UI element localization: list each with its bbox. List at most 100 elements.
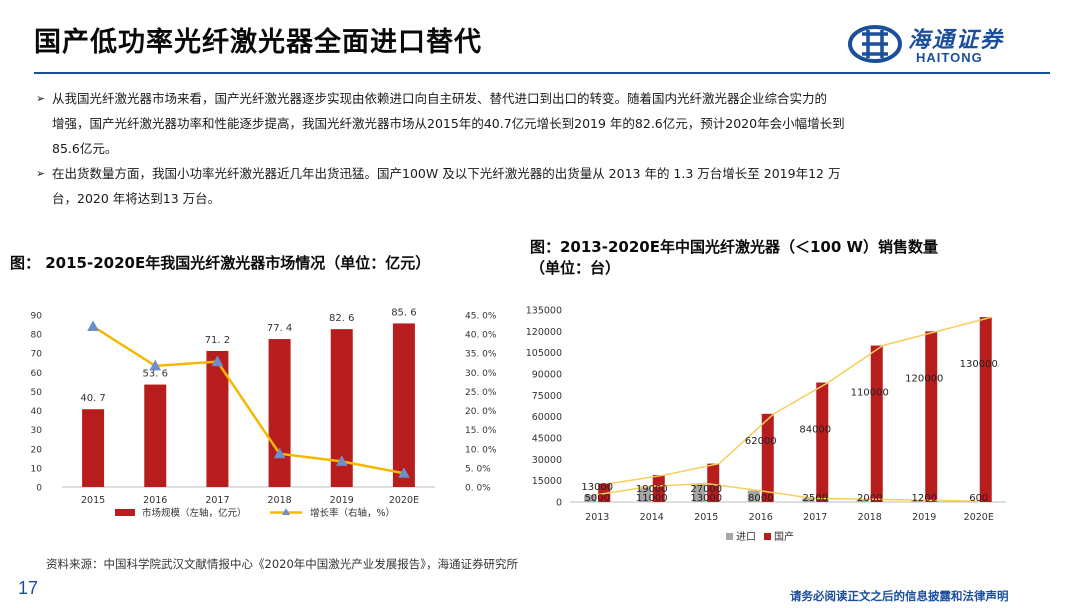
bar-market-size	[144, 384, 167, 487]
y-right-tick-label: 0. 0%	[465, 484, 491, 494]
legend-marker-growth-rate	[282, 508, 290, 515]
y-right-tick-label: 10. 0%	[465, 445, 497, 455]
y-tick-label: 60000	[532, 412, 562, 423]
bullet-line: 增强，国产光纤激光器功率和性能逐步提高，我国光纤激光器市场从2015年的40.7…	[52, 116, 845, 131]
y-tick-label: 0	[556, 498, 562, 509]
bar-domestic	[870, 345, 883, 502]
bullet-line: 台，2020 年将达到13 万台。	[52, 191, 221, 206]
arrow-bullet-icon: ➢	[36, 92, 46, 105]
y-tick-label: 90000	[532, 370, 562, 381]
bar-data-label-import: 1200	[912, 493, 937, 504]
growth-rate-marker	[335, 455, 348, 466]
bar-data-label: 77. 4	[267, 323, 292, 334]
y-right-tick-label: 30. 0%	[465, 369, 497, 379]
x-tick-label: 2018	[267, 495, 291, 506]
legend-swatch-import	[726, 533, 733, 540]
legend-label: 增长率（右轴，%）	[310, 507, 395, 519]
source-note: 资料来源：中国科学院武汉文献情报中心《2020年中国激光产业发展报告》，海通证券…	[46, 557, 519, 571]
y-left-tick-label: 20	[31, 445, 43, 455]
x-tick-label: 2015	[694, 512, 718, 523]
haitong-logo: 海通证券 HAITONG	[848, 22, 1048, 68]
x-tick-label: 2016	[749, 512, 773, 523]
bar-data-label-domestic: 62000	[745, 436, 777, 447]
haitong-emblem-icon	[848, 25, 902, 63]
y-tick-label: 135000	[526, 306, 562, 317]
bar-market-size	[330, 329, 353, 487]
bullet-list: ➢ 从我国光纤激光器市场来看，国产光纤激光器逐步实现由依赖进口向自主研发、替代进…	[36, 86, 1036, 211]
growth-rate-line	[92, 325, 405, 475]
bar-data-label-domestic: 13000	[581, 482, 613, 493]
y-tick-label: 105000	[526, 348, 562, 359]
bullet-line: 85.6亿元。	[52, 141, 118, 156]
y-left-tick-label: 70	[31, 350, 43, 360]
bar-market-size	[268, 339, 291, 487]
bar-domestic	[652, 474, 665, 502]
bar-data-label: 40. 7	[80, 393, 105, 404]
y-left-tick-label: 0	[36, 484, 42, 494]
y-tick-label: 15000	[532, 476, 562, 487]
bar-data-label: 82. 6	[329, 313, 354, 324]
bullet-item: ➢ 在出货数量方面，我国小功率光纤激光器近几年出货迅猛。国产100W 及以下光纤…	[36, 161, 1036, 211]
bar-data-label: 85. 6	[391, 307, 416, 318]
growth-rate-marker	[211, 355, 224, 367]
bar-import	[693, 483, 706, 502]
x-tick-label: 2020E	[389, 495, 419, 506]
x-tick-label: 2019	[912, 512, 936, 523]
legend-label: 进口	[736, 531, 756, 543]
page-number: 17	[18, 578, 39, 598]
x-tick-label: 2016	[143, 495, 167, 506]
bar-data-label-import: 8000	[748, 493, 773, 504]
bar-data-label-import: 2500	[803, 493, 828, 504]
disclaimer-link[interactable]: 请务必阅读正文之后的信息披露和法律声明	[790, 589, 1009, 603]
logo-text-en: HAITONG	[916, 50, 983, 65]
bar-import	[638, 486, 651, 502]
bar-import	[584, 494, 597, 502]
bar-market-size	[206, 350, 229, 487]
y-right-tick-label: 20. 0%	[465, 407, 497, 417]
y-left-tick-label: 80	[31, 331, 43, 341]
bar-data-label-domestic: 27000	[690, 484, 722, 495]
chart2-title-line2: （单位：台）	[530, 259, 621, 277]
page-title: 国产低功率光纤激光器全面进口替代	[34, 27, 482, 58]
bar-data-label-domestic: 19000	[636, 484, 668, 495]
bar-data-label-import: 11000	[636, 493, 668, 504]
y-right-tick-label: 5. 0%	[465, 464, 491, 474]
legend-label: 市场规模（左轴，亿元）	[142, 507, 247, 519]
import-trend-line	[596, 482, 978, 502]
y-left-tick-label: 30	[31, 426, 43, 436]
domestic-trend-line	[610, 316, 992, 485]
bar-data-label-import: 5000	[585, 493, 610, 504]
x-tick-label: 2018	[858, 512, 882, 523]
y-right-tick-label: 15. 0%	[465, 426, 497, 436]
bar-domestic	[925, 331, 938, 502]
x-tick-label: 2020E	[964, 512, 994, 523]
bar-data-label-domestic: 110000	[851, 388, 889, 399]
shipment-volume-chart: 0 15000 30000 45000 60000 75000 90000 105000 120…	[526, 306, 1006, 543]
growth-rate-marker	[87, 320, 99, 331]
bar-data-label-import: 2000	[857, 493, 882, 504]
bar-domestic	[979, 317, 992, 502]
y-tick-label: 45000	[532, 434, 562, 445]
bullet-item: ➢ 从我国光纤激光器市场来看，国产光纤激光器逐步实现由依赖进口向自主研发、替代进…	[36, 86, 1036, 161]
growth-rate-marker	[149, 359, 162, 371]
chart1-title: 图： 2015-2020E年我国光纤激光器市场情况（单位：亿元）	[10, 254, 431, 272]
bar-data-label-domestic: 84000	[799, 425, 831, 436]
bar-data-label: 53. 6	[143, 369, 168, 380]
chart2-title-line1: 图：2013-2020E年中国光纤激光器（＜100 W）销售数量	[530, 238, 939, 256]
logo-text-cn: 海通证券	[908, 27, 1005, 53]
bar-domestic	[707, 463, 720, 502]
bullet-line: 从我国光纤激光器市场来看，国产光纤激光器逐步实现由依赖进口向自主研发、替代进口到…	[52, 91, 828, 106]
bar-market-size	[82, 409, 105, 487]
y-left-tick-label: 60	[31, 369, 43, 379]
y-tick-label: 120000	[526, 327, 562, 338]
x-tick-label: 2017	[803, 512, 827, 523]
y-tick-label: 30000	[532, 455, 562, 466]
bar-import	[911, 500, 924, 502]
growth-rate-marker	[398, 467, 410, 478]
legend-swatch-market-size	[115, 509, 135, 516]
x-tick-label: 2017	[205, 495, 229, 506]
legend-label: 国产	[774, 530, 794, 543]
bullet-line: 在出货数量方面，我国小功率光纤激光器近几年出货迅猛。国产100W 及以下光纤激光…	[52, 166, 841, 181]
y-right-tick-label: 25. 0%	[465, 388, 497, 398]
x-tick-label: 2019	[330, 495, 354, 506]
